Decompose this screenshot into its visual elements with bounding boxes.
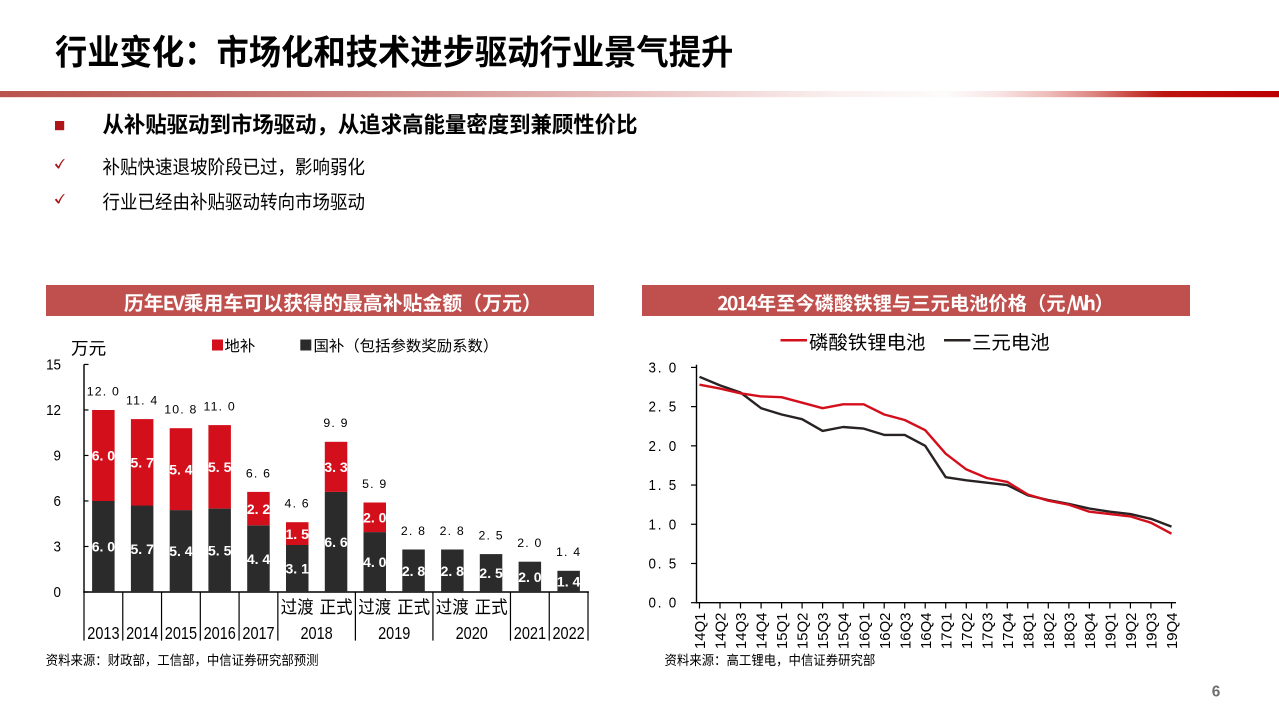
svg-text:18Q4: 18Q4 [1083, 613, 1099, 649]
svg-text:19Q4: 19Q4 [1165, 613, 1181, 649]
svg-text:0. 5: 0. 5 [648, 556, 678, 573]
svg-text:2. 8: 2. 8 [440, 524, 465, 538]
svg-text:6. 0: 6. 0 [92, 539, 116, 555]
svg-text:17Q4: 17Q4 [1001, 613, 1017, 649]
svg-text:6. 0: 6. 0 [92, 448, 116, 464]
svg-text:11. 4: 11. 4 [126, 394, 158, 408]
svg-text:2. 0: 2. 0 [518, 569, 542, 585]
svg-text:6: 6 [1212, 684, 1221, 701]
svg-text:3. 1: 3. 1 [286, 561, 310, 577]
svg-text:2022: 2022 [552, 625, 584, 643]
svg-text:15Q4: 15Q4 [837, 613, 853, 649]
svg-text:18Q2: 18Q2 [1042, 613, 1058, 649]
svg-text:3. 3: 3. 3 [324, 459, 348, 475]
svg-text:1. 5: 1. 5 [648, 477, 678, 494]
svg-text:17Q1: 17Q1 [939, 613, 955, 649]
svg-text:14Q3: 14Q3 [734, 613, 750, 649]
svg-text:9: 9 [54, 448, 61, 465]
svg-text:2. 8: 2. 8 [441, 563, 465, 579]
svg-text:11. 0: 11. 0 [203, 400, 235, 414]
svg-text:14Q1: 14Q1 [693, 613, 709, 649]
svg-text:5. 9: 5. 9 [362, 477, 387, 491]
svg-text:18Q1: 18Q1 [1021, 613, 1037, 649]
svg-text:15Q3: 15Q3 [816, 613, 832, 649]
svg-text:1. 0: 1. 0 [648, 517, 678, 534]
svg-text:5. 4: 5. 4 [169, 461, 193, 477]
svg-text:2. 0: 2. 0 [363, 510, 387, 526]
svg-text:4. 4: 4. 4 [247, 551, 271, 567]
svg-text:2020: 2020 [456, 625, 488, 643]
svg-text:2019: 2019 [378, 625, 410, 643]
svg-text:17Q3: 17Q3 [980, 613, 996, 649]
svg-text:0. 0: 0. 0 [648, 595, 678, 612]
svg-text:15: 15 [46, 357, 61, 374]
svg-text:16Q3: 16Q3 [898, 613, 914, 649]
svg-text:2. 2: 2. 2 [247, 501, 271, 517]
svg-text:5. 5: 5. 5 [208, 459, 232, 475]
svg-text:2017: 2017 [242, 625, 274, 643]
svg-text:3. 0: 3. 0 [648, 360, 678, 377]
svg-text:6. 6: 6. 6 [324, 534, 348, 550]
svg-text:1. 5: 1. 5 [286, 526, 310, 542]
svg-text:14Q4: 14Q4 [755, 613, 771, 649]
svg-text:2015: 2015 [165, 625, 197, 643]
svg-text:2013: 2013 [87, 625, 119, 643]
svg-text:2. 5: 2. 5 [479, 565, 503, 581]
svg-text:18Q3: 18Q3 [1063, 613, 1079, 649]
svg-text:5. 7: 5. 7 [131, 541, 155, 557]
svg-text:16Q1: 16Q1 [857, 613, 873, 649]
svg-text:17Q2: 17Q2 [960, 613, 976, 649]
svg-text:12. 0: 12. 0 [87, 384, 120, 398]
svg-text:5. 5: 5. 5 [208, 543, 232, 559]
svg-text:6. 6: 6. 6 [246, 466, 271, 480]
svg-text:2. 0: 2. 0 [648, 438, 678, 455]
svg-text:6: 6 [54, 493, 61, 510]
svg-text:1. 4: 1. 4 [556, 545, 581, 559]
svg-text:15Q1: 15Q1 [775, 613, 791, 649]
svg-text:9. 9: 9. 9 [323, 416, 348, 430]
svg-text:2. 5: 2. 5 [478, 529, 503, 543]
svg-text:16Q2: 16Q2 [878, 613, 894, 649]
svg-text:1. 4: 1. 4 [557, 574, 581, 590]
svg-text:2021: 2021 [514, 625, 546, 643]
svg-text:19Q1: 19Q1 [1104, 613, 1120, 649]
svg-text:2016: 2016 [204, 625, 236, 643]
svg-text:0: 0 [54, 584, 61, 601]
svg-text:5. 7: 5. 7 [131, 455, 155, 471]
svg-text:4. 6: 4. 6 [285, 497, 310, 511]
svg-text:4. 0: 4. 0 [363, 554, 387, 570]
svg-text:16Q4: 16Q4 [919, 613, 935, 649]
svg-text:5. 4: 5. 4 [169, 543, 193, 559]
svg-text:15Q2: 15Q2 [796, 613, 812, 649]
svg-text:2. 8: 2. 8 [401, 524, 426, 538]
svg-text:3: 3 [54, 539, 61, 556]
svg-text:2. 8: 2. 8 [402, 563, 426, 579]
svg-text:10. 8: 10. 8 [164, 403, 197, 417]
svg-text:19Q3: 19Q3 [1145, 613, 1161, 649]
svg-text:14Q2: 14Q2 [714, 613, 730, 649]
svg-text:2018: 2018 [300, 625, 332, 643]
svg-text:2014: 2014 [126, 625, 158, 643]
svg-text:2. 0: 2. 0 [517, 536, 542, 550]
svg-text:19Q2: 19Q2 [1124, 613, 1140, 649]
svg-text:12: 12 [46, 402, 61, 419]
svg-text:2. 5: 2. 5 [648, 399, 678, 416]
